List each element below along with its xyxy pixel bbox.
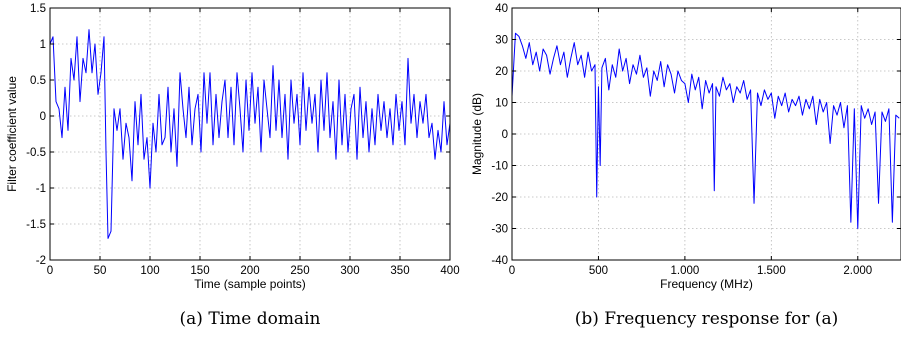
x-tick-label-3: 150 [190,265,209,277]
y-tick-label-3: -10 [491,161,508,173]
y-tick-label-4: 0 [40,111,46,123]
y-tick-label-1: -1.5 [26,219,46,231]
time-domain-ticks: 0 50 100 150 200 250 300 350 400 -2 -1.5 -1 -0.5 0 0.5… [26,3,459,277]
frequency-response-series-line [511,32,900,229]
y-tick-label-7: 1.5 [30,3,46,15]
y-tick-label-5: 10 [495,98,508,110]
frequency-response-y-axis-label: Magnitude (dB) [470,93,484,175]
x-tick-label-1: 50 [94,265,107,277]
y-tick-label-6: 1 [40,39,46,51]
y-tick-label-2: -1 [36,183,46,195]
time-domain-x-axis-label: Time (sample points) [194,277,306,291]
frequency-response-ticks: 0 500 1.000 1.500 2.000 -40 -30 -20 -10 0 10 20 30 40 [491,3,901,277]
x-tick-label-7: 350 [390,265,409,277]
time-domain-plot-frame [49,7,451,261]
x-tick-label-2: 100 [140,265,159,277]
frequency-response-grid [512,8,901,260]
x-tick-label-0: 0 [47,265,53,277]
x-tick-label-5: 250 [290,265,309,277]
x-tick-label-0: 0 [509,265,515,277]
time-domain-series-line [49,29,451,239]
y-tick-label-3: -0.5 [26,147,46,159]
y-tick-label-8: 40 [495,3,508,15]
x-tick-label-3: 1.500 [757,265,786,277]
y-tick-label-7: 30 [495,35,508,47]
time-domain-y-axis-label: Filter coefficient value [5,76,19,192]
x-tick-label-6: 300 [340,265,359,277]
frequency-response-plot-frame [511,7,901,261]
y-tick-label-2: -20 [491,192,508,204]
x-tick-label-1: 500 [589,265,608,277]
y-tick-label-0: -2 [36,255,46,267]
time-domain-panel: 0 50 100 150 200 250 300 350 400 -2 -1.5 -1 -0.5 0 0.5… [5,3,460,329]
time-domain-grid [50,8,450,260]
time-domain-caption: (a) Time domain [180,309,321,329]
frequency-response-caption: (b) Frequency response for (a) [575,309,839,329]
frequency-response-panel: 0 500 1.000 1.500 2.000 -40 -30 -20 -10 0 10 20 30 40… [470,3,901,329]
y-tick-label-0: -40 [491,255,508,267]
y-tick-label-1: -30 [491,224,508,236]
y-tick-label-6: 20 [495,66,508,78]
y-tick-label-4: 0 [502,129,508,141]
x-tick-label-4: 200 [240,265,259,277]
y-tick-label-5: 0.5 [30,75,46,87]
x-tick-label-4: 2.000 [843,265,872,277]
x-tick-label-2: 1.000 [670,265,699,277]
x-tick-label-8: 400 [440,265,459,277]
frequency-response-x-axis-label: Frequency (MHz) [660,277,753,291]
